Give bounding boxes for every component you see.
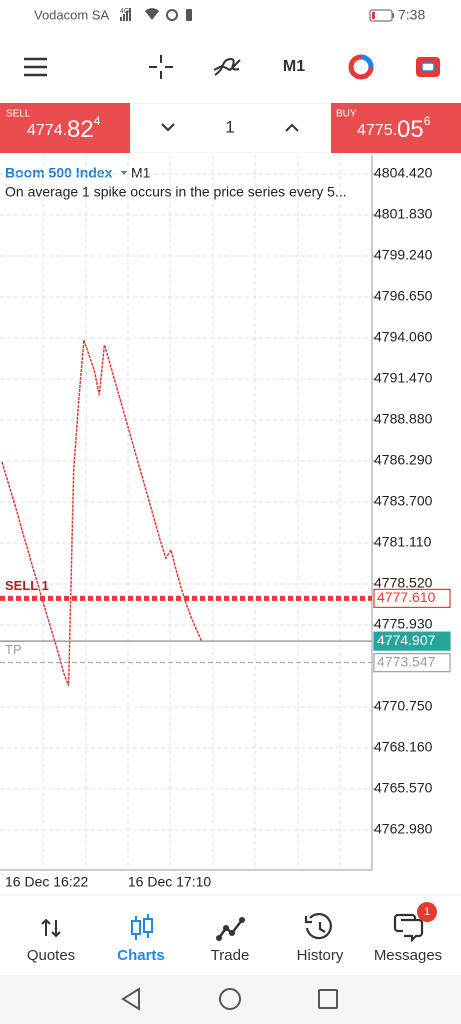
nav-bar — [0, 975, 461, 1024]
price-line — [1, 339, 203, 687]
sell-label: SELL — [6, 109, 31, 120]
level-name: TP — [5, 642, 22, 657]
history-icon[interactable] — [304, 913, 332, 940]
tab-label[interactable]: Charts — [117, 947, 165, 964]
buy-price-big: 05 — [397, 116, 424, 143]
tab-label[interactable]: Quotes — [27, 947, 75, 964]
y-tick-label: 4799.240 — [374, 247, 433, 263]
y-tick-label: 4768.160 — [374, 739, 433, 755]
sell-price: 4774.824 — [27, 114, 101, 143]
menu-button[interactable] — [24, 57, 47, 77]
buy-price: 4775.056 — [357, 114, 431, 143]
level-label: 4777.610 — [377, 589, 436, 605]
battery — [369, 9, 394, 22]
charts-icon[interactable] — [131, 914, 153, 940]
messages-badge: 1 — [424, 906, 430, 918]
trade-button[interactable] — [416, 57, 440, 77]
objects-button[interactable] — [348, 54, 374, 80]
indicators-button[interactable] — [213, 57, 241, 76]
y-tick-label: 4781.110 — [374, 534, 432, 550]
network: 4G — [120, 8, 129, 15]
sell-price-sup: 4 — [94, 114, 101, 128]
y-tick-label: 4783.700 — [374, 493, 433, 509]
crosshair-button[interactable] — [149, 55, 173, 79]
y-tick-label: 4775.930 — [374, 616, 433, 632]
quotes-icon[interactable] — [41, 918, 61, 938]
y-tick-label: 4770.750 — [374, 698, 433, 714]
y-tick-label: 4794.060 — [374, 329, 433, 345]
sell-price-big: 82 — [67, 116, 94, 143]
level-box — [373, 631, 451, 651]
nav-home[interactable] — [219, 988, 241, 1010]
sell-price-main: 4774. — [27, 122, 67, 139]
y-tick-label: 4788.880 — [374, 411, 433, 427]
tab-labels: Quotes Charts Trade History Messages — [27, 947, 442, 964]
y-tick-label: 4791.470 — [374, 370, 433, 386]
sell-button[interactable] — [0, 103, 130, 153]
nav-recent[interactable] — [318, 989, 338, 1009]
buy-label: BUY — [336, 109, 357, 120]
timeframe-button[interactable]: M1 — [283, 58, 305, 75]
y-tick-label: 4778.520 — [374, 575, 433, 591]
chart: Boom 500 Index M1 On average 1 spike occ… — [0, 155, 451, 890]
y-tick-label: 4786.290 — [374, 452, 433, 468]
level-box — [373, 653, 451, 673]
y-tick-label: 4804.420 — [374, 165, 433, 181]
nav-back[interactable] — [121, 987, 140, 1011]
tab-label[interactable]: Trade — [211, 947, 250, 964]
y-tick-label: 4765.570 — [374, 780, 433, 796]
clock: 7:38 — [398, 7, 425, 23]
volume[interactable]: 1 — [225, 117, 234, 136]
vertical-grid — [42, 155, 341, 870]
tab-label[interactable]: Messages — [374, 947, 442, 964]
symbol[interactable]: Boom 500 Index — [5, 165, 113, 181]
y-tick-label: 4762.980 — [374, 821, 433, 837]
level-label: 4773.547 — [377, 653, 436, 669]
buy-price-main: 4775. — [357, 122, 397, 139]
symbol-description: On average 1 spike occurs in the price s… — [5, 184, 347, 200]
signal-icons — [120, 8, 192, 21]
level-label: 4774.907 — [377, 632, 436, 648]
messages-icon[interactable] — [393, 902, 437, 943]
y-tick-label: 4801.830 — [374, 206, 433, 222]
level-name: SELL 1 — [5, 578, 49, 593]
volume-box — [131, 104, 330, 152]
volume-down[interactable] — [161, 123, 175, 132]
y-tick-label: 4796.650 — [374, 288, 433, 304]
x-tick-label: 16 Dec 17:10 — [128, 874, 211, 890]
volume-up[interactable] — [285, 123, 299, 132]
symbol-dropdown[interactable] — [121, 171, 127, 175]
carrier: Vodacom SA — [34, 7, 109, 22]
level-box — [373, 588, 451, 608]
tab-label[interactable]: History — [297, 947, 344, 964]
x-tick-label: 16 Dec 16:22 — [5, 874, 88, 890]
trade-icon[interactable] — [216, 917, 245, 941]
buy-price-sup: 6 — [424, 114, 431, 128]
buy-button[interactable] — [331, 103, 461, 153]
chart-timeframe: M1 — [131, 165, 151, 181]
